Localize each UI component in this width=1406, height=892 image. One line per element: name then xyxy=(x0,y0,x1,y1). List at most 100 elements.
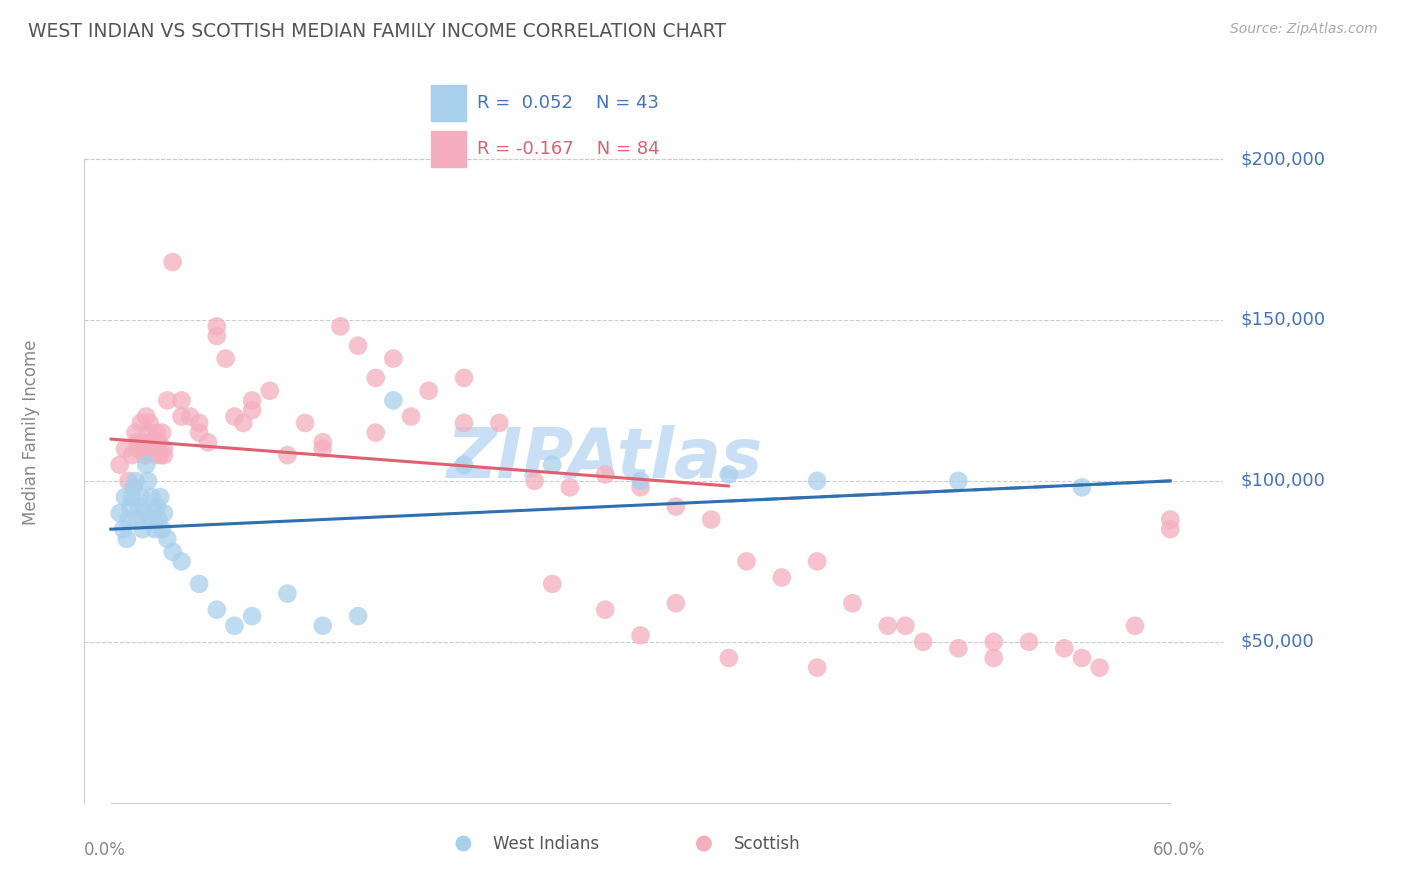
Point xyxy=(1053,641,1076,656)
Point xyxy=(188,577,211,591)
Point xyxy=(806,660,828,674)
Point xyxy=(108,458,131,472)
Point xyxy=(149,448,172,462)
Point xyxy=(162,545,184,559)
Point xyxy=(983,635,1005,649)
Point xyxy=(145,425,167,440)
Point xyxy=(1071,651,1094,665)
Text: 60.0%: 60.0% xyxy=(1153,841,1205,859)
Point xyxy=(665,596,688,610)
Point xyxy=(948,641,970,656)
Point xyxy=(162,255,184,269)
Point xyxy=(122,480,145,494)
Point xyxy=(143,522,166,536)
Point xyxy=(806,554,828,568)
Point xyxy=(120,500,142,514)
Point xyxy=(276,586,298,600)
Point xyxy=(121,490,143,504)
Point xyxy=(523,474,546,488)
Point xyxy=(347,339,370,353)
Point xyxy=(127,512,149,526)
Point xyxy=(136,425,159,440)
Point xyxy=(541,577,564,591)
Point xyxy=(145,500,167,514)
Text: $50,000: $50,000 xyxy=(1241,632,1315,651)
Point xyxy=(141,490,163,504)
Point xyxy=(153,506,176,520)
Point xyxy=(134,506,156,520)
Point xyxy=(630,474,652,488)
Point xyxy=(948,474,970,488)
Point xyxy=(114,442,136,456)
Point xyxy=(127,442,149,456)
Point xyxy=(593,467,616,482)
Point xyxy=(150,425,173,440)
Point xyxy=(129,490,152,504)
Point xyxy=(453,458,475,472)
Point xyxy=(329,319,352,334)
Point xyxy=(149,490,172,504)
Point xyxy=(148,435,170,450)
Point xyxy=(240,609,263,624)
Point xyxy=(114,490,136,504)
Text: $100,000: $100,000 xyxy=(1241,472,1326,490)
Text: $200,000: $200,000 xyxy=(1241,150,1326,168)
Point xyxy=(224,619,246,633)
Point xyxy=(142,506,165,520)
Point xyxy=(312,435,335,450)
Point xyxy=(205,329,228,343)
Point xyxy=(214,351,236,366)
Point xyxy=(1159,522,1181,536)
Point xyxy=(488,416,510,430)
Point xyxy=(665,500,688,514)
Point xyxy=(124,474,146,488)
Point xyxy=(108,506,131,520)
Point xyxy=(131,522,153,536)
Point xyxy=(224,409,246,424)
Point xyxy=(1159,512,1181,526)
Point xyxy=(150,522,173,536)
Point xyxy=(894,619,917,633)
Point xyxy=(259,384,281,398)
Point xyxy=(240,403,263,417)
Point xyxy=(1018,635,1040,649)
Point xyxy=(806,474,828,488)
Point xyxy=(170,393,193,408)
Point xyxy=(138,416,160,430)
Point xyxy=(630,628,652,642)
Point xyxy=(453,371,475,385)
Text: 0.0%: 0.0% xyxy=(84,841,127,859)
Point xyxy=(127,435,149,450)
Point xyxy=(382,351,405,366)
Point xyxy=(134,448,156,462)
Point xyxy=(131,435,153,450)
Point xyxy=(453,416,475,430)
Point xyxy=(232,416,254,430)
Point xyxy=(983,651,1005,665)
Point xyxy=(364,425,387,440)
Point xyxy=(141,435,163,450)
Point xyxy=(153,448,176,462)
Point xyxy=(117,512,139,526)
Point xyxy=(128,500,150,514)
Point xyxy=(124,425,146,440)
Point xyxy=(399,409,422,424)
Point xyxy=(135,448,157,462)
Point xyxy=(770,570,793,584)
Point xyxy=(129,416,152,430)
Point xyxy=(143,448,166,462)
Point xyxy=(1088,660,1111,674)
Point xyxy=(135,409,157,424)
Point xyxy=(876,619,898,633)
Point xyxy=(156,532,179,546)
Point xyxy=(312,442,335,456)
Point xyxy=(188,425,211,440)
Point xyxy=(170,554,193,568)
Point xyxy=(121,448,143,462)
Point xyxy=(912,635,935,649)
Point xyxy=(593,602,616,616)
Point xyxy=(240,393,263,408)
Text: Median Family Income: Median Family Income xyxy=(22,340,41,525)
Point xyxy=(717,467,740,482)
Point xyxy=(630,480,652,494)
